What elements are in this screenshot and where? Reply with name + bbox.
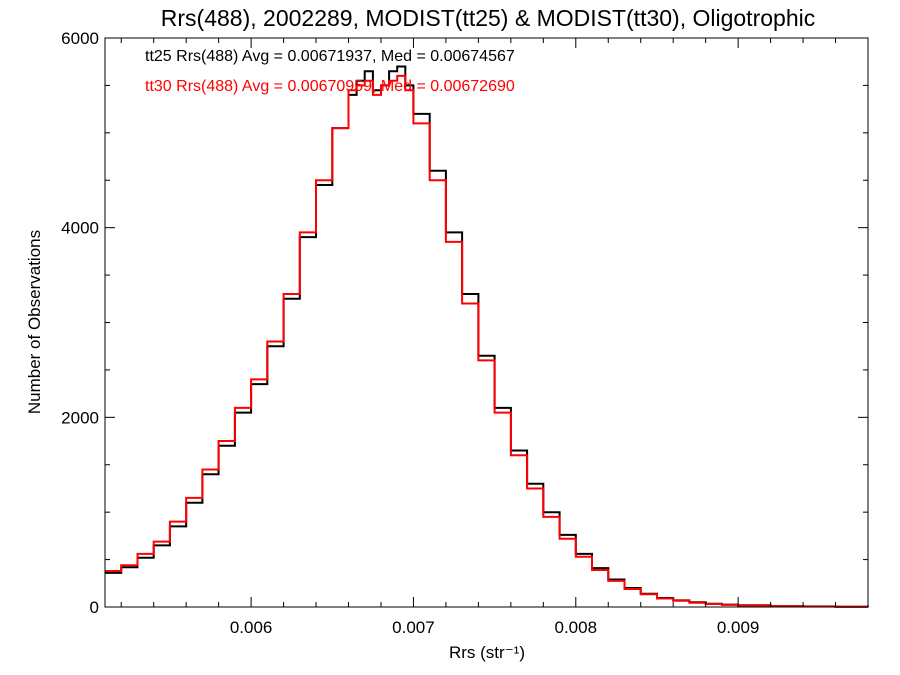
series-layer bbox=[105, 65, 869, 608]
series-line-1 bbox=[105, 74, 869, 608]
x-tick-label: 0.006 bbox=[230, 618, 273, 637]
chart-title: Rrs(488), 2002289, MODIST(tt25) & MODIST… bbox=[161, 5, 815, 31]
x-axis-label: Rrs (str⁻¹) bbox=[449, 643, 525, 662]
plot-frame bbox=[104, 37, 869, 608]
y-tick-label: 4000 bbox=[61, 219, 99, 238]
x-tick-label: 0.008 bbox=[555, 618, 598, 637]
y-tick-label: 6000 bbox=[61, 29, 99, 48]
x-tick-label: 0.007 bbox=[392, 618, 435, 637]
y-tick-label: 0 bbox=[90, 598, 99, 617]
x-tick-label: 0.009 bbox=[717, 618, 760, 637]
ticks-layer: 0.006 0.007 0.008 0.009 0 2000 4000 6000 bbox=[61, 29, 869, 637]
annotation-tt30: tt30 Rrs(488) Avg = 0.00670959, Med = 0.… bbox=[145, 78, 515, 95]
annotation-tt25: tt25 Rrs(488) Avg = 0.00671937, Med = 0.… bbox=[145, 48, 515, 65]
series-line-0 bbox=[105, 65, 869, 608]
y-tick-label: 2000 bbox=[61, 408, 99, 427]
y-axis-label: Number of Observations bbox=[25, 230, 44, 414]
